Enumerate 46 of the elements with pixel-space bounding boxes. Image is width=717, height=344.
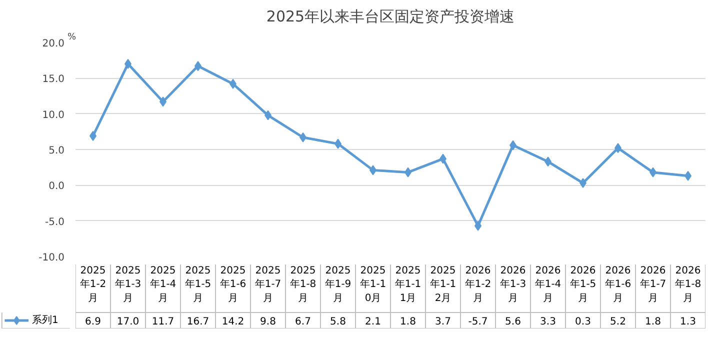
x-tick-label: 2026年1-3月 [500,265,526,304]
data-label: -5.7 [468,316,488,328]
x-tick-label: 2025年1-11月 [394,265,422,304]
x-tick-label: 2026年1-4月 [534,265,562,304]
x-tick-label: 2025年1-5月 [184,265,212,304]
y-tick-label: 10.0 [42,110,64,121]
x-tick-label: 2026年1-6月 [604,265,632,304]
chart-title: 2025年以来丰台区固定资产投资增速 [266,8,515,26]
x-tick-label: 2025年1-8月 [290,265,316,304]
x-tick-label: 2025年1-2月 [80,265,106,304]
data-label: 9.8 [260,316,276,328]
x-tick-label: 2025年1-9月 [324,265,352,304]
x-tick-label: 2025年1-10月 [360,265,386,304]
data-label: 1.8 [645,316,661,328]
x-tick-label: 2025年1-3月 [114,265,142,304]
data-label: 14.2 [222,316,244,328]
x-tick-label: 2025年1-7月 [254,265,282,304]
legend-label: 系列1 [32,314,58,326]
data-label: 0.3 [575,316,591,328]
y-tick-label: 0.0 [48,181,65,192]
x-tick-label: 2026年1-8月 [674,265,702,304]
y-tick-label: 20.0 [42,38,64,50]
x-tick-label: 2026年1-2月 [464,265,492,304]
data-label: 1.8 [400,316,416,328]
data-label: 6.7 [295,316,311,328]
x-tick-label: 2026年1-7月 [640,265,666,304]
data-label: 3.3 [540,316,556,328]
data-label: 5.8 [330,316,346,328]
data-label: 16.7 [186,316,210,328]
data-label: 5.6 [505,316,521,328]
data-label: 11.7 [152,316,174,328]
y-axis-title: % [68,32,76,42]
x-tick-label: 2025年1-12月 [430,265,456,304]
data-label: 5.2 [610,316,626,328]
y-tick-label: -5.0 [44,216,65,228]
data-label: 6.9 [85,316,101,328]
y-tick-label: 5.0 [48,146,65,156]
data-label: 2.1 [365,316,381,328]
x-tick-label: 2026年1-5月 [570,265,596,304]
data-label: 1.3 [680,316,696,328]
x-tick-label: 2025年1-6月 [220,265,246,304]
y-tick-label: 15.0 [42,74,64,86]
data-label: 17.0 [116,316,140,328]
y-tick-label: -10.0 [38,252,64,264]
data-label: 3.7 [435,316,451,328]
x-tick-label: 2025年1-4月 [150,265,176,304]
